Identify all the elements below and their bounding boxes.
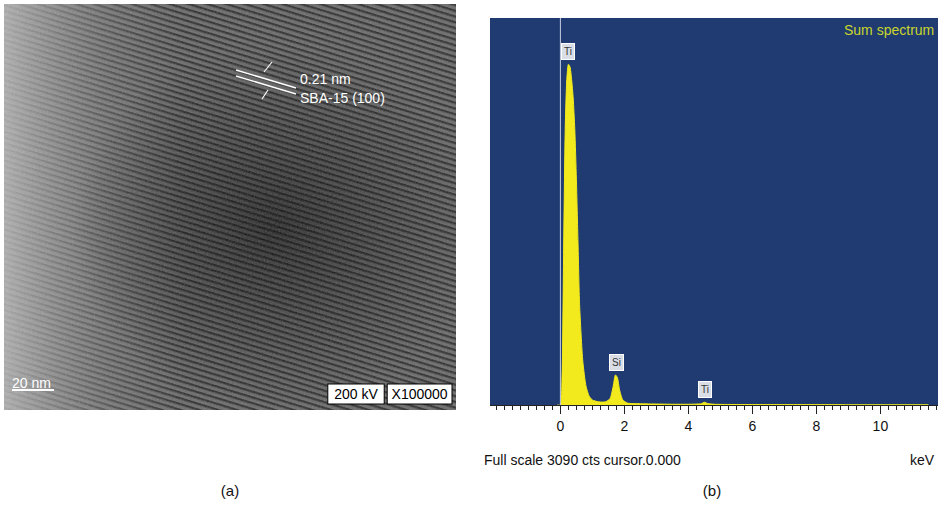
svg-text:Ti: Ti xyxy=(564,46,572,57)
svg-text:Ti: Ti xyxy=(701,384,709,395)
svg-text:Sum spectrum: Sum spectrum xyxy=(844,22,934,38)
svg-text:10: 10 xyxy=(873,418,889,434)
svg-text:8: 8 xyxy=(813,418,821,434)
svg-text:4: 4 xyxy=(685,418,693,434)
html-text:(a): (a) xyxy=(220,482,240,499)
html-text:keV: keV xyxy=(909,452,934,468)
svg-text:SBA-15 (100): SBA-15 (100) xyxy=(300,90,385,106)
svg-text:X100000: X100000 xyxy=(392,386,448,402)
svg-text:Si: Si xyxy=(612,357,621,368)
svg-text:20 nm: 20 nm xyxy=(12,375,51,391)
html-text:Full scale 3090 cts cursor.0.0: Full scale 3090 cts cursor.0.000 xyxy=(484,452,681,468)
svg-text:2: 2 xyxy=(621,418,629,434)
svg-text:6: 6 xyxy=(749,418,757,434)
svg-text:0.21 nm: 0.21 nm xyxy=(300,71,351,87)
svg-text:0: 0 xyxy=(557,418,565,434)
html-text:(b): (b) xyxy=(702,482,722,499)
svg-text:200 kV: 200 kV xyxy=(334,386,378,402)
